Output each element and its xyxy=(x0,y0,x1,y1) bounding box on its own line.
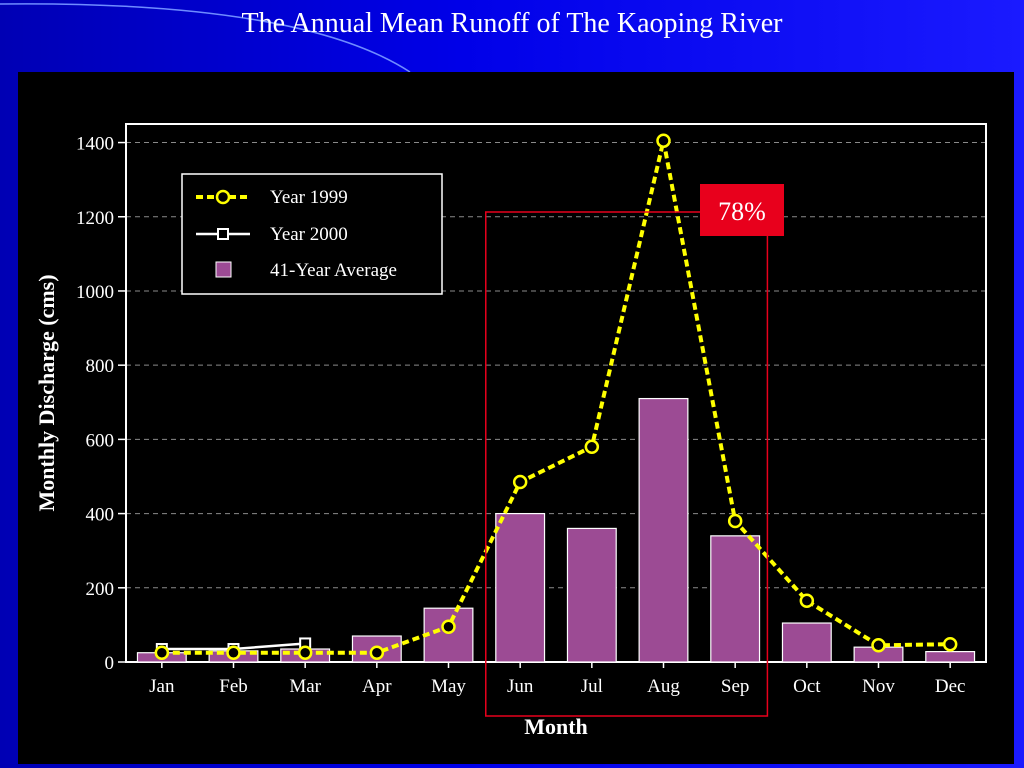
y-tick-label: 800 xyxy=(86,356,115,377)
year1999-point xyxy=(871,638,886,653)
year1999-point xyxy=(369,645,385,660)
avg-bar-jun xyxy=(495,512,546,663)
x-tick-label: May xyxy=(431,676,466,697)
y-tick-label: 400 xyxy=(86,505,115,526)
x-axis-title: Month xyxy=(524,714,588,739)
year1999-point xyxy=(512,474,528,490)
x-tick-label: Feb xyxy=(219,676,248,697)
plot-frame xyxy=(125,123,987,663)
year1999-point xyxy=(799,593,815,609)
avg-bar-may xyxy=(423,607,474,663)
year1999-point xyxy=(297,645,313,660)
year1999-series xyxy=(154,133,958,660)
x-tick-label: Mar xyxy=(289,676,321,697)
x-tick-label: Aug xyxy=(647,676,680,697)
x-tick-label: Oct xyxy=(793,676,821,697)
y-tick-label: 200 xyxy=(86,579,115,600)
y-axis-title: Monthly Discharge (cms) xyxy=(34,274,59,511)
chart-panel: 0 200 400 600 800 1000 1200 1400 Jan Feb Mar Apr Ma… xyxy=(18,72,1014,764)
avg-bar-dec xyxy=(925,651,976,663)
year1999-point xyxy=(226,645,241,660)
highlight-annotation: 78% xyxy=(485,184,784,717)
x-tick-label: Jan xyxy=(149,676,175,697)
year1999-point xyxy=(584,439,600,455)
percent-label-box xyxy=(700,184,784,236)
y-tick-label: 600 xyxy=(86,430,115,451)
discharge-chart: 0 200 400 600 800 1000 1200 1400 Jan Feb Mar Apr Ma… xyxy=(34,123,987,739)
avg-bar-oct xyxy=(781,622,832,663)
slide-title: The Annual Mean Runoff of The Kaoping Ri… xyxy=(241,8,783,39)
year1999-point xyxy=(942,636,958,652)
legend-swatch-avg xyxy=(215,261,232,278)
legend-marker-2000 xyxy=(217,228,229,240)
y-tick-labels: 0 200 400 600 800 1000 1200 1400 xyxy=(76,134,126,674)
x-tick-label: Sep xyxy=(721,676,750,697)
legend-label: 41-Year Average xyxy=(270,260,397,281)
legend-label: Year 1999 xyxy=(270,187,348,208)
x-tick-label: Dec xyxy=(935,676,966,697)
year1999-line xyxy=(161,140,951,655)
year1999-point xyxy=(727,513,743,529)
y-tick-label: 1400 xyxy=(76,134,114,155)
x-tick-label: Jun xyxy=(507,676,534,697)
x-tick-label: Jul xyxy=(581,676,603,697)
avg-bars xyxy=(136,397,976,663)
year1999-point xyxy=(154,645,170,660)
x-tick-label: Nov xyxy=(862,676,895,697)
y-tick-label: 1000 xyxy=(76,282,114,303)
x-tick-labels: Jan Feb Mar Apr May Jun Jul Aug Sep Oct Nov Dec xyxy=(149,662,965,697)
avg-bar-sep xyxy=(710,535,761,663)
title-decoration-arc xyxy=(0,3,411,73)
legend-label: Year 2000 xyxy=(270,224,348,245)
highlight-box xyxy=(485,211,769,717)
year1999-point xyxy=(656,133,671,148)
y-tick-label: 1200 xyxy=(76,208,114,229)
year1999-point xyxy=(441,619,456,635)
avg-bar-jul xyxy=(566,527,617,663)
x-tick-label: Apr xyxy=(362,676,392,697)
y-tick-label: 0 xyxy=(105,653,115,674)
legend-marker-1999 xyxy=(215,189,231,205)
percent-label: 78% xyxy=(718,197,766,226)
legend: Year 1999 Year 2000 41-Year Average xyxy=(181,173,443,295)
avg-bar-aug xyxy=(638,397,689,663)
